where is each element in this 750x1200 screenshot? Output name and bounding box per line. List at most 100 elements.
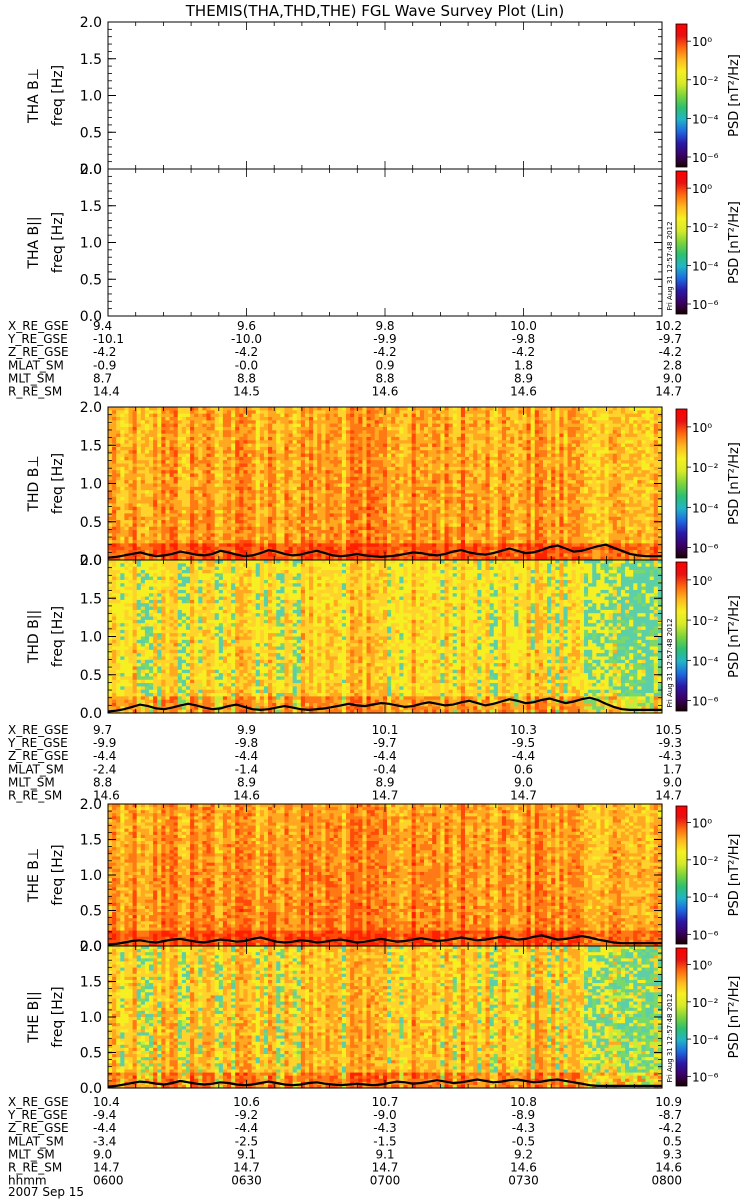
- ephemeris-value: 0630: [231, 1174, 262, 1188]
- ephemeris-value: -0.4: [373, 762, 396, 776]
- y-tick-label: 0.5: [80, 904, 102, 920]
- ephemeris-value: 8.8: [93, 775, 112, 789]
- colorbar-tick-label: 10⁻⁶: [692, 151, 719, 165]
- ephemeris-value: 9.0: [663, 371, 682, 385]
- gyro-frequency-trace: [107, 696, 662, 713]
- ephemeris-value: 8.8: [375, 371, 394, 385]
- panel-thd-bperp: 2.0 1.5 1.0 0.5 0.0 THD B⊥ freq [Hz] 10⁰ 10⁻² 10⁻…: [26, 400, 742, 569]
- panel-label: THA B||: [26, 216, 42, 269]
- ephemeris-value: -9.8: [235, 736, 258, 750]
- colorbar-tick-label: 10⁻⁶: [692, 542, 719, 556]
- ephemeris-label: Y_RE_GSE: [7, 332, 68, 346]
- ephemeris-value: -4.4: [93, 1121, 116, 1135]
- ephemeris-value: 9.9: [237, 723, 256, 737]
- colorbar: [675, 805, 688, 945]
- colorbar-tick-label: 10⁻⁴: [692, 654, 719, 668]
- ephemeris-value: 9.8: [375, 319, 394, 333]
- ephemeris-value: -4.2: [93, 345, 116, 359]
- ephemeris-value: 10.0: [510, 319, 537, 333]
- colorbar-tick-label: 10⁰: [692, 35, 712, 49]
- y-tick-label: 2.0: [80, 553, 102, 569]
- y-axis-unit: freq [Hz]: [50, 986, 66, 1047]
- ephemeris-label: R_RE_SM: [8, 1161, 62, 1175]
- colorbar-tick-label: 10⁻⁴: [692, 1033, 719, 1047]
- ephemeris-value: 8.7: [93, 371, 112, 385]
- panel-label: THE B⊥: [26, 848, 42, 903]
- ephemeris-value: -9.9: [93, 736, 116, 750]
- ephemeris-value: 8.9: [237, 775, 256, 789]
- spectrogram: [108, 560, 663, 714]
- ephemeris-value: -4.4: [235, 749, 258, 763]
- date-label: 2007 Sep 15: [8, 1185, 84, 1199]
- colorbar-tick-label: 10⁻⁶: [692, 928, 719, 942]
- ephemeris-value: -9.7: [373, 736, 396, 750]
- ephemeris-value: 1.8: [514, 358, 533, 372]
- colorbar-tick-label: 10⁰: [692, 817, 712, 831]
- ephemeris-value: 0600: [93, 1174, 124, 1188]
- y-axis-unit: freq [Hz]: [50, 65, 66, 126]
- ephemeris-value: 0730: [508, 1174, 539, 1188]
- ephemeris-value: 8.9: [514, 371, 533, 385]
- ephemeris-value: -4.2: [659, 1121, 682, 1135]
- ephemeris-value: -4.4: [93, 749, 116, 763]
- ephemeris-value: -4.2: [512, 345, 535, 359]
- ephemeris-value: -10.1: [93, 332, 124, 346]
- panel-thd-bpar: 2.0 1.5 1.0 0.5 0.0 THD B|| freq [Hz] 10⁰ 10⁻² 10…: [26, 553, 742, 722]
- ephemeris-value: 10.9: [655, 1095, 682, 1109]
- y-tick-label: 0.0: [80, 1081, 102, 1097]
- y-axis-unit: freq [Hz]: [50, 606, 66, 667]
- ephemeris-value: 14.7: [510, 789, 537, 803]
- colorbar-tick-label: 10⁻²: [692, 461, 719, 475]
- y-tick-label: 1.5: [80, 833, 102, 849]
- colorbar-tick-label: 10⁰: [692, 959, 712, 973]
- colorbar-tick-label: 10⁻⁶: [692, 695, 719, 709]
- ephemeris-label: R_RE_SM: [8, 385, 62, 399]
- ephemeris-value: -8.9: [512, 1108, 535, 1122]
- ephemeris-value: 14.7: [655, 385, 682, 399]
- ephemeris-value: 8.8: [237, 371, 256, 385]
- plot-area: [108, 22, 662, 169]
- ephemeris-tha: X_RE_GSE 9.4 9.6 9.8 10.0 10.2 Y_RE_GSE -10.1 -1…: [7, 319, 682, 399]
- ephemeris-value: 14.7: [233, 1161, 260, 1175]
- ephemeris-label: Z_RE_GSE: [8, 1121, 69, 1135]
- ephemeris-label: hhmm: [8, 1174, 47, 1188]
- colorbar-tick-label: 10⁻⁴: [692, 259, 719, 273]
- colorbar-label: PSD [nT²/Hz]: [727, 201, 742, 284]
- y-tick-label: 0.0: [80, 706, 102, 722]
- ephemeris-value: -0.9: [93, 358, 116, 372]
- ephemeris-label: MLAT_SM: [8, 1134, 64, 1148]
- panel-label: THD B⊥: [26, 455, 42, 512]
- y-tick-label: 0.0: [80, 162, 102, 178]
- colorbar-tick-label: 10⁻⁴: [692, 112, 719, 126]
- ephemeris-thd: X_RE_GSE 9.7 9.9 10.1 10.3 10.5 Y_RE_GSE -9.9 -9…: [7, 723, 682, 803]
- colorbar: [675, 561, 688, 712]
- ephemeris-label: Z_RE_GSE: [8, 749, 69, 763]
- ephemeris-value: 0800: [651, 1174, 682, 1188]
- ephemeris-the: X_RE_GSE 10.4 10.6 10.7 10.8 10.9 Y_RE_GSE -9.4…: [7, 1095, 682, 1188]
- colorbar-tick-label: 10⁻²: [692, 221, 719, 235]
- colorbar-tick-label: 10⁰: [692, 421, 712, 435]
- ephemeris-label: X_RE_GSE: [8, 319, 69, 333]
- plot-area: [108, 169, 662, 316]
- panel-label: THA B⊥: [26, 68, 42, 124]
- ephemeris-value: 9.0: [514, 775, 533, 789]
- y-tick-label: 1.0: [80, 236, 102, 252]
- colorbar-tick-label: 10⁻⁴: [692, 891, 719, 905]
- ephemeris-value: 2.8: [663, 358, 682, 372]
- panel-tha-bperp: 2.0 1.5 1.0 0.5 0.0 THA B⊥ freq [Hz] 10⁰ 10⁻² 10⁻…: [26, 15, 742, 178]
- ephemeris-value: 9.4: [93, 319, 112, 333]
- ephemeris-value: 1.7: [663, 762, 682, 776]
- panel-the-bpar: 2.0 1.5 1.0 0.5 0.0 THE B|| freq [Hz] 10⁰ 10⁻² 10…: [26, 939, 742, 1097]
- ephemeris-value: -9.9: [373, 332, 396, 346]
- ephemeris-value: -1.4: [235, 762, 258, 776]
- ephemeris-label: MLT_SM: [8, 1147, 55, 1161]
- y-tick-label: 1.0: [80, 477, 102, 493]
- colorbar-tick-label: 10⁻⁶: [692, 298, 719, 312]
- y-tick-label: 0.0: [80, 939, 102, 955]
- ephemeris-value: 0.5: [663, 1134, 682, 1148]
- spectrogram: [108, 407, 663, 561]
- ephemeris-value: 10.8: [510, 1095, 537, 1109]
- ephemeris-value: -4.3: [373, 1121, 396, 1135]
- spectrogram: [108, 804, 663, 947]
